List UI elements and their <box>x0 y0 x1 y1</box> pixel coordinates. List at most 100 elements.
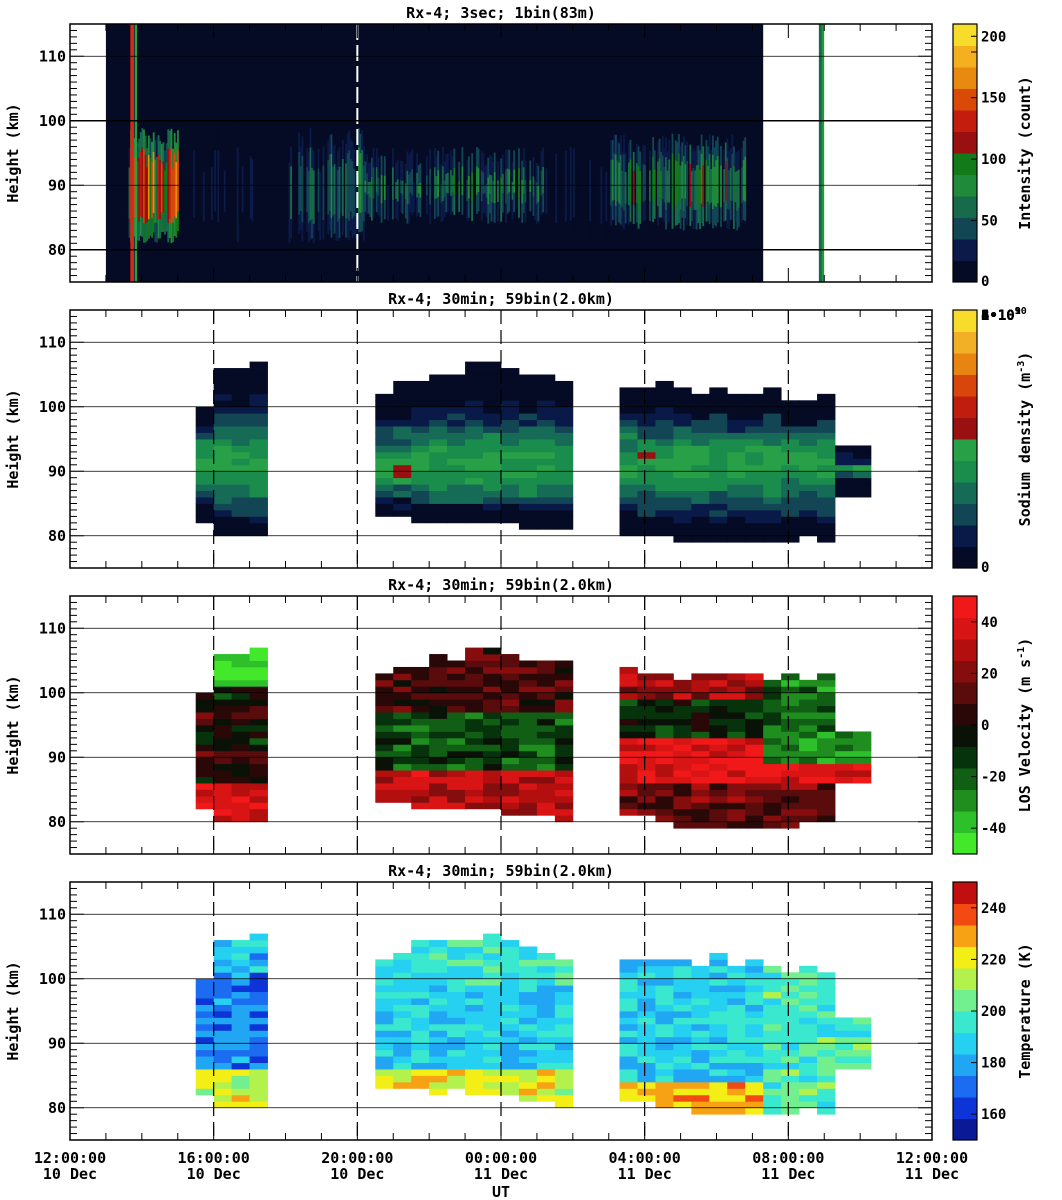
heatmap-cell <box>655 718 674 726</box>
heatmap-cell <box>393 1004 412 1012</box>
heatmap-cell <box>835 445 854 453</box>
heatmap-cell <box>745 1081 764 1089</box>
heatmap-cell <box>655 1062 674 1070</box>
heatmap-cell <box>554 808 574 816</box>
intensity-cell <box>678 203 680 224</box>
intensity-cell <box>702 206 705 227</box>
heatmap-cell <box>249 1017 268 1025</box>
heatmap-cell <box>673 679 692 687</box>
intensity-cell <box>484 185 486 194</box>
heatmap-cell <box>375 419 394 427</box>
heatmap-cell <box>536 477 556 485</box>
heatmap-cell <box>835 1062 854 1070</box>
colorbar-tick-label: 200 <box>981 1004 1006 1020</box>
heatmap-cell <box>763 1075 782 1083</box>
heatmap-cell <box>799 770 818 777</box>
heatmap-cell <box>447 374 466 382</box>
heatmap-cell <box>619 991 638 999</box>
colorbar-swatch <box>953 703 977 726</box>
heatmap-cell <box>429 946 448 954</box>
heatmap-cell <box>691 998 710 1005</box>
heatmap-cell <box>817 1043 836 1051</box>
heatmap-cell <box>483 1049 502 1057</box>
heatmap-cell <box>249 1023 268 1031</box>
heatmap-cell <box>518 1030 538 1038</box>
heatmap-cell <box>745 393 764 401</box>
intensity-cell <box>144 155 147 224</box>
heatmap-cell <box>518 699 538 707</box>
intensity-cell <box>492 202 495 223</box>
heatmap-cell <box>691 1107 710 1115</box>
heatmap-cell <box>393 387 412 395</box>
intensity-cell <box>610 140 613 160</box>
heatmap-cell <box>393 477 412 485</box>
heatmap-cell <box>411 419 430 427</box>
heatmap-cell <box>483 374 502 382</box>
heatmap-cell <box>781 477 800 485</box>
intensity-cell <box>416 153 419 173</box>
heatmap-cell <box>763 1017 782 1025</box>
heatmap-cell <box>781 712 800 719</box>
heatmap-cell <box>691 802 710 810</box>
heatmap-cell <box>518 952 538 960</box>
heatmap-cell <box>518 808 538 816</box>
heatmap-cell <box>213 1030 233 1038</box>
heatmap-cell <box>231 1049 250 1057</box>
heatmap-cell <box>655 985 674 993</box>
intensity-cell <box>485 164 488 184</box>
heatmap-cell <box>447 497 466 504</box>
heatmap-cell <box>709 1030 728 1038</box>
heatmap-cell <box>483 985 502 993</box>
intensity-cell <box>349 211 352 231</box>
heatmap-cell <box>655 439 674 446</box>
intensity-cell <box>708 153 711 205</box>
intensity-cell <box>699 169 701 210</box>
intensity-cell <box>467 156 470 176</box>
heatmap-cell <box>536 731 556 739</box>
intensity-cell <box>653 169 656 200</box>
heatmap-cell <box>411 464 430 472</box>
intensity-cell <box>716 203 719 223</box>
heatmap-cell <box>501 718 520 726</box>
heatmap-cell <box>799 1017 818 1025</box>
heatmap-cell <box>709 978 728 986</box>
intensity-cell <box>193 150 196 219</box>
heatmap-cell <box>781 985 800 993</box>
heatmap-cell <box>518 426 538 433</box>
heatmap-cell <box>249 647 268 655</box>
intensity-cell <box>160 143 163 164</box>
heatmap-cell <box>213 1049 233 1057</box>
heatmap-cell <box>673 522 692 530</box>
heatmap-cell <box>249 432 268 440</box>
heatmap-cell <box>619 718 638 726</box>
heatmap-cell <box>709 1088 728 1096</box>
heatmap-cell <box>501 763 520 771</box>
heatmap-cell <box>249 1011 268 1018</box>
heatmap-cell <box>465 1062 484 1070</box>
heatmap-cell <box>709 1094 728 1102</box>
heatmap-cell <box>709 522 728 530</box>
heatmap-cell <box>195 802 215 810</box>
intensity-cell <box>299 211 302 231</box>
intensity-cell <box>715 140 718 161</box>
intensity-cell <box>146 148 149 168</box>
heatmap-cell <box>817 802 836 810</box>
intensity-cell <box>716 156 719 204</box>
heatmap-cell <box>375 1056 394 1063</box>
heatmap-cell <box>447 783 466 790</box>
heatmap-cell <box>727 725 746 732</box>
heatmap-cell <box>465 737 484 745</box>
heatmap-cell <box>727 789 746 797</box>
heatmap-cell <box>781 808 800 816</box>
heatmap-cell <box>799 503 818 511</box>
heatmap-cell <box>231 731 250 739</box>
heatmap-cell <box>745 406 764 414</box>
heatmap-cell <box>727 393 746 401</box>
heatmap-cell <box>483 744 502 752</box>
heatmap-cell <box>195 795 215 803</box>
heatmap-cell <box>195 776 215 784</box>
heatmap-cell <box>231 795 250 803</box>
colorbar-swatch <box>953 1118 977 1141</box>
heatmap-cell <box>429 503 448 511</box>
